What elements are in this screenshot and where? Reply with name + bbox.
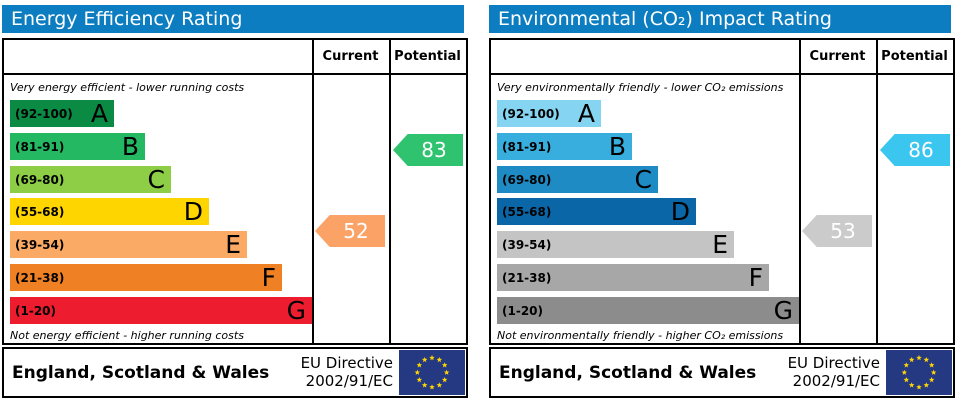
energy-eu-directive-text: EU Directive 2002/91/EC [300,353,393,390]
energy-band-d-letter: D [183,197,203,226]
energy-title-bar: Energy Efficiency Rating [2,5,464,33]
environment-potential-column-divider [876,38,878,345]
environment-eu-directive-text: EU Directive 2002/91/EC [787,353,880,390]
environment-current-arrow: 53 [802,215,872,247]
environment-title-bar: Environmental (CO₂) Impact Rating [489,5,951,33]
energy-band-e: (39-54) E [10,231,247,258]
energy-band-a-letter: A [90,99,108,128]
environment-bottom-note: Not environmentally friendly - higher CO… [497,329,784,342]
energy-current-arrow: 52 [315,215,385,247]
energy-footer-region: England, Scotland & Wales [12,362,270,383]
environment-band-a-range: (92-100) [502,106,560,121]
environment-footer-region: England, Scotland & Wales [499,362,757,383]
energy-band-d: (55-68) D [10,198,209,225]
energy-band-e-range: (39-54) [15,237,65,252]
energy-potential-column-divider [389,38,391,345]
energy-band-c-letter: C [147,165,165,194]
energy-top-note: Very energy efficient - lower running co… [10,81,245,94]
energy-potential-arrow: 83 [393,134,463,166]
energy-band-b-letter: B [121,132,139,161]
energy-current-value: 52 [343,219,369,243]
environment-band-d: (55-68) D [497,198,696,225]
environment-band-a-letter: A [577,99,595,128]
environment-header-row-divider [489,73,955,75]
environment-eu-directive-line1: EU Directive [787,353,880,372]
energy-band-f-letter: F [261,263,276,292]
environment-potential-value: 86 [908,138,934,162]
environment-band-c-letter: C [634,165,652,194]
environment-potential-arrow: 86 [880,134,950,166]
energy-eu-directive-line2: 2002/91/EC [305,371,393,390]
energy-band-g-range: (1-20) [15,303,56,318]
environment-footer: England, Scotland & Wales EU Directive 2… [489,347,955,398]
energy-band-g-letter: G [286,296,306,325]
environment-band-b-range: (81-91) [502,139,552,154]
energy-band-a: (92-100) A [10,100,114,127]
energy-band-c-range: (69-80) [15,172,65,187]
environment-band-f: (21-38) F [497,264,769,291]
environment-band-g: (1-20) G [497,297,799,324]
eu-flag-icon [886,350,952,395]
environment-rating-table-border [489,38,955,345]
environment-current-value: 53 [830,219,856,243]
energy-rating-table-border [2,38,468,345]
environmental-impact-panel: Environmental (CO₂) Impact Rating Curren… [489,0,955,404]
environment-band-b-letter: B [608,132,626,161]
environment-potential-column-header: Potential [881,49,948,64]
energy-potential-value: 83 [421,138,447,162]
energy-band-f: (21-38) F [10,264,282,291]
environment-current-column-divider [799,38,801,345]
environment-band-b: (81-91) B [497,133,632,160]
environment-band-c-range: (69-80) [502,172,552,187]
environment-top-note: Very environmentally friendly - lower CO… [497,81,784,94]
environment-band-c: (69-80) C [497,166,658,193]
environment-band-f-letter: F [748,263,763,292]
environment-band-d-range: (55-68) [502,204,552,219]
energy-potential-column-header: Potential [394,49,461,64]
energy-band-g: (1-20) G [10,297,312,324]
energy-band-a-range: (92-100) [15,106,73,121]
environment-band-a: (92-100) A [497,100,601,127]
environment-panel-title: Environmental (CO₂) Impact Rating [498,8,832,30]
energy-efficiency-panel: Energy Efficiency Rating Current Potenti… [2,0,468,404]
energy-footer: England, Scotland & Wales EU Directive 2… [2,347,468,398]
energy-eu-directive-line1: EU Directive [300,353,393,372]
environment-eu-directive-line2: 2002/91/EC [792,371,880,390]
environment-band-g-letter: G [773,296,793,325]
energy-bottom-note: Not energy efficient - higher running co… [10,329,244,342]
environment-band-f-range: (21-38) [502,270,552,285]
energy-header-row-divider [2,73,468,75]
environment-band-e: (39-54) E [497,231,734,258]
environment-band-g-range: (1-20) [502,303,543,318]
energy-band-b: (81-91) B [10,133,145,160]
energy-current-column-divider [312,38,314,345]
environment-current-column-header: Current [809,49,866,64]
energy-band-b-range: (81-91) [15,139,65,154]
eu-flag-icon [399,350,465,395]
energy-band-d-range: (55-68) [15,204,65,219]
energy-current-column-header: Current [322,49,379,64]
energy-band-f-range: (21-38) [15,270,65,285]
energy-panel-title: Energy Efficiency Rating [11,8,243,30]
energy-band-c: (69-80) C [10,166,171,193]
energy-band-e-letter: E [225,230,241,259]
environment-band-e-letter: E [712,230,728,259]
environment-band-e-range: (39-54) [502,237,552,252]
environment-band-d-letter: D [670,197,690,226]
